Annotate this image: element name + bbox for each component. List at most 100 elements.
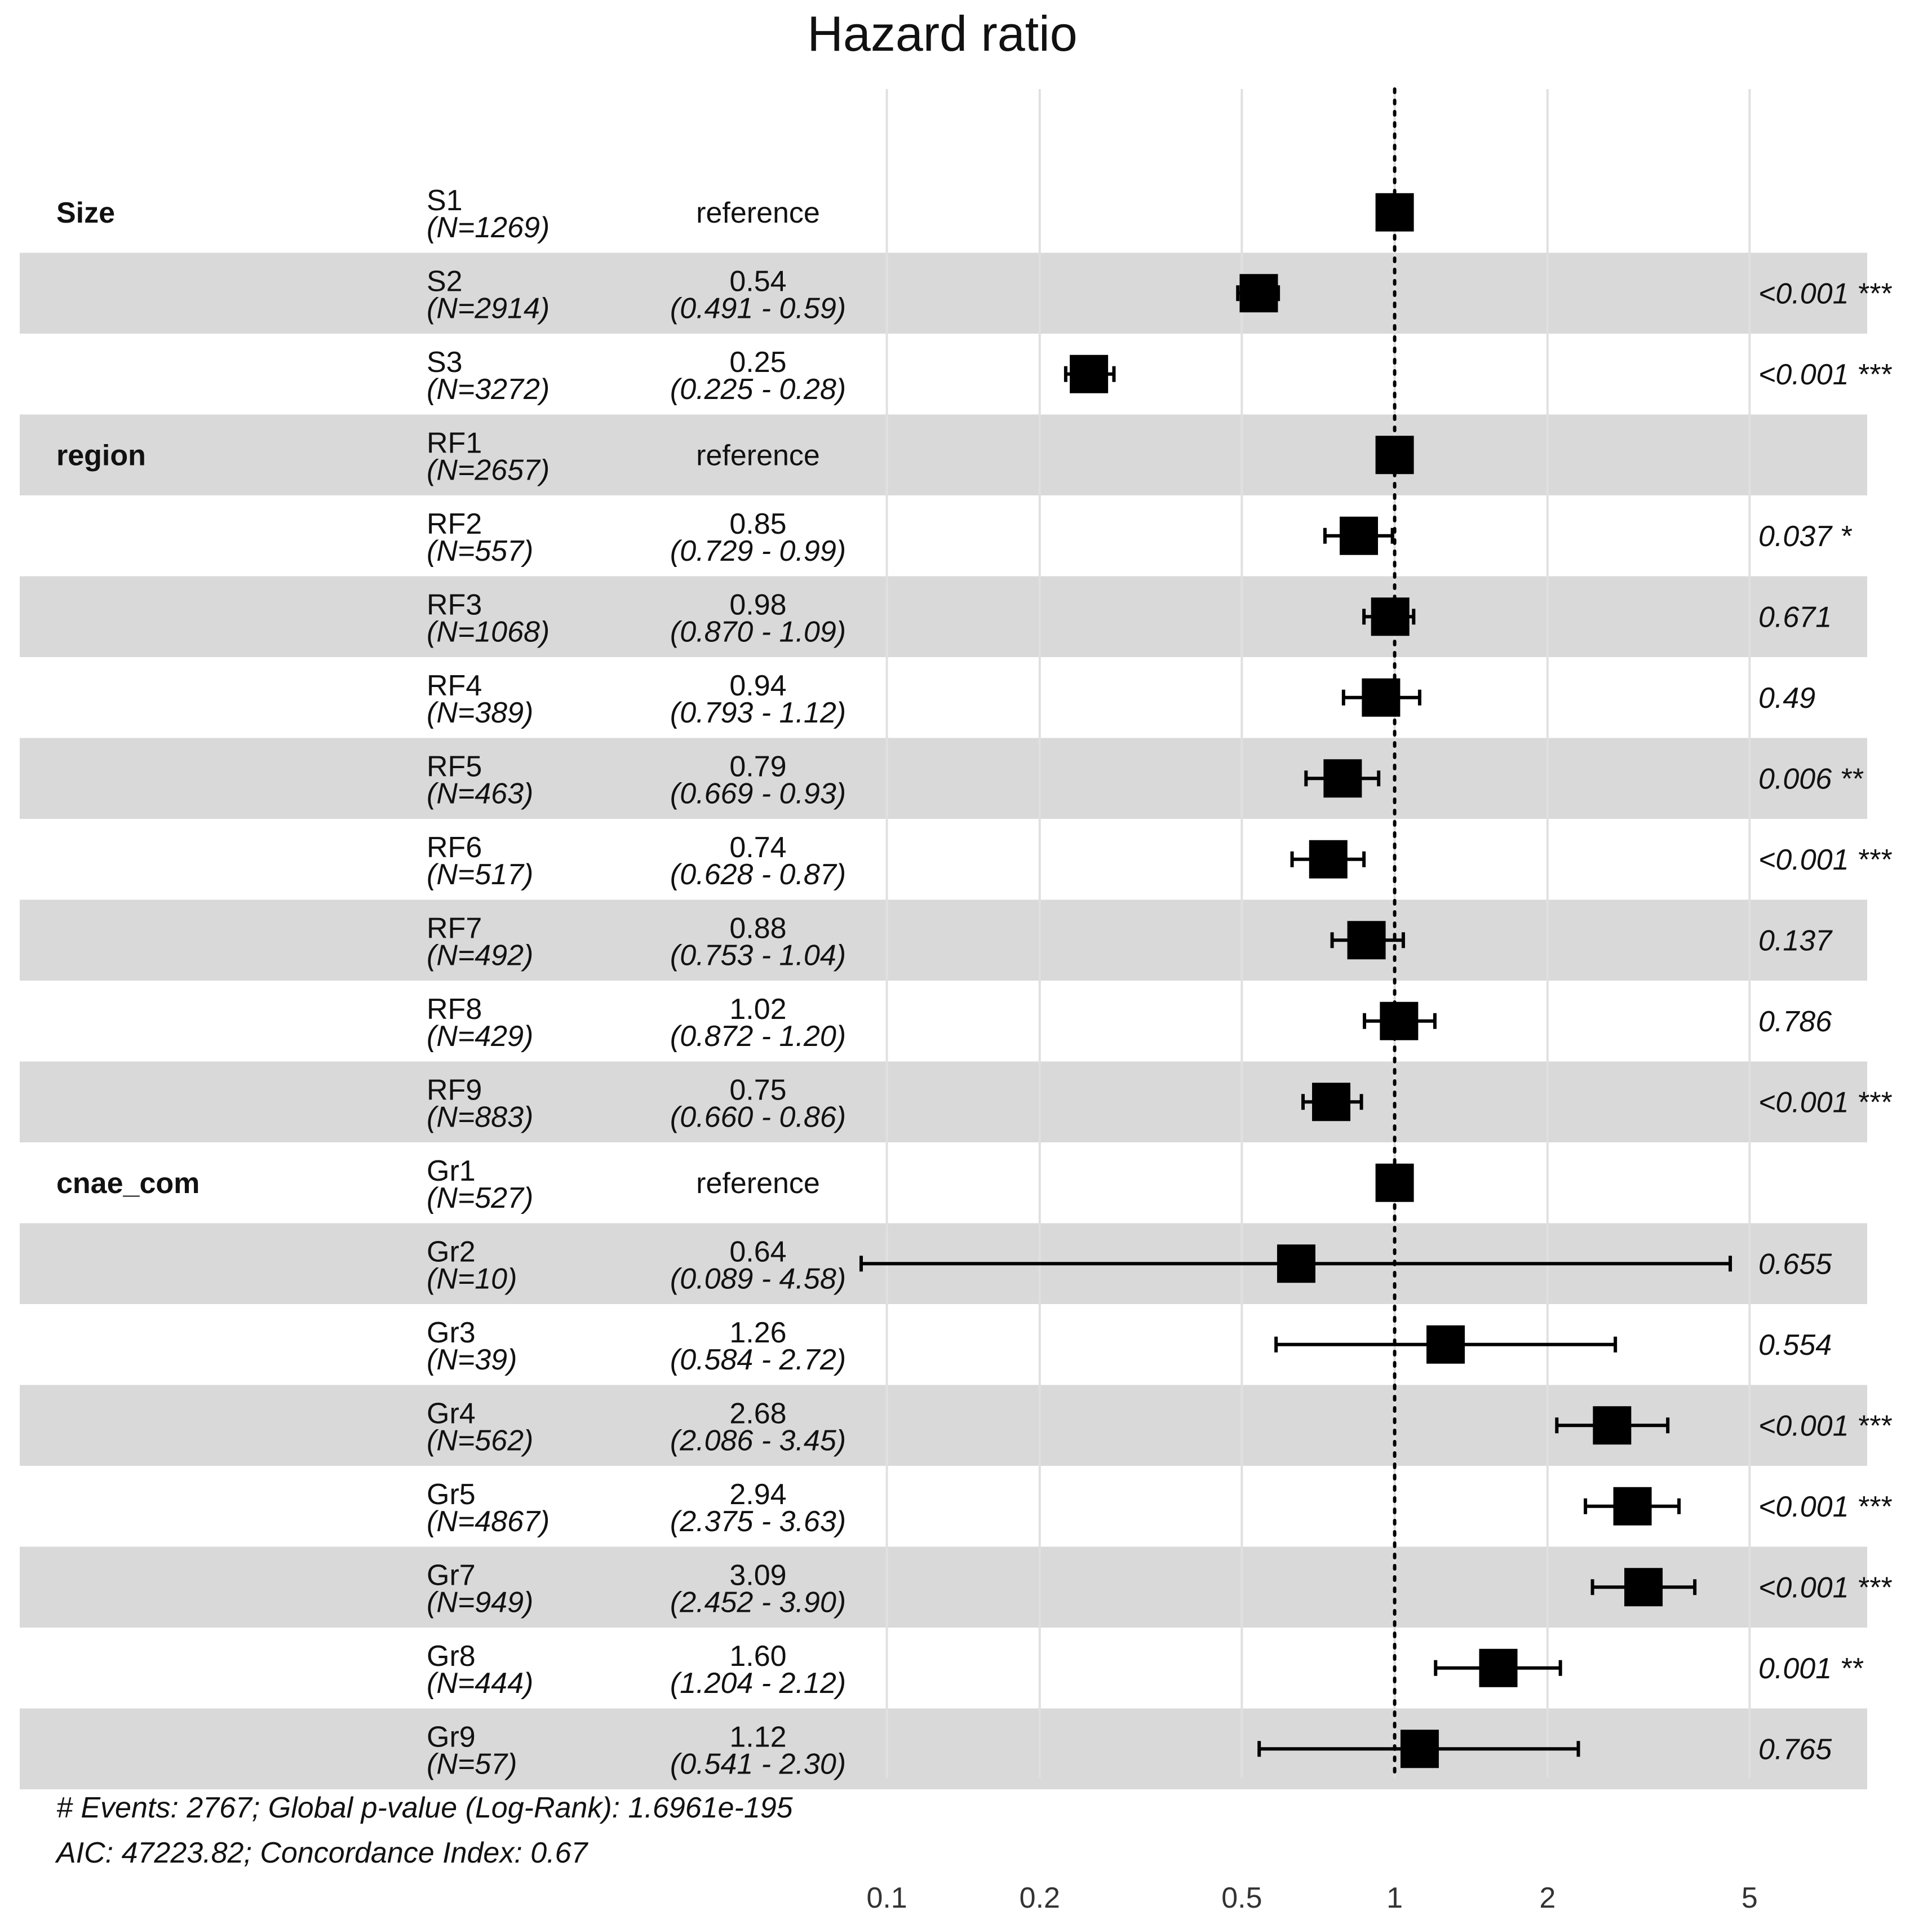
level-label: RF1 <box>427 427 482 459</box>
row-shade <box>20 1708 1867 1789</box>
hr-value: reference <box>696 197 820 229</box>
p-value: <0.001 *** <box>1758 1571 1892 1604</box>
n-label: (N=1269) <box>427 211 550 244</box>
row-shading-layer <box>20 252 1867 1789</box>
level-label: RF3 <box>427 588 482 621</box>
ci-value: (0.729 - 0.99) <box>670 535 846 568</box>
n-label: (N=463) <box>427 777 533 810</box>
x-tick-label: 0.5 <box>1221 1882 1262 1914</box>
n-label: (N=429) <box>427 1020 533 1053</box>
hr-point <box>1426 1325 1465 1364</box>
variable-label: cnae_com <box>56 1167 200 1200</box>
ci-value: (2.452 - 3.90) <box>670 1586 846 1619</box>
level-label: RF9 <box>427 1074 482 1106</box>
hr-value: 0.64 <box>729 1235 786 1268</box>
hr-value: 0.54 <box>729 265 786 298</box>
hr-point <box>1070 354 1109 393</box>
hr-value: 0.98 <box>729 588 786 621</box>
p-value: <0.001 *** <box>1758 277 1892 310</box>
hr-point <box>1277 1244 1315 1283</box>
level-label: RF6 <box>427 831 482 864</box>
n-label: (N=10) <box>427 1262 517 1295</box>
ci-value: (0.541 - 2.30) <box>670 1748 846 1780</box>
ci-value: (1.204 - 2.12) <box>670 1667 846 1700</box>
p-value: <0.001 *** <box>1758 844 1892 876</box>
footer-aic: AIC: 47223.82; Concordance Index: 0.67 <box>55 1837 589 1869</box>
n-label: (N=39) <box>427 1344 517 1376</box>
row-shade <box>20 576 1867 657</box>
hr-point <box>1479 1648 1518 1687</box>
x-tick-label: 2 <box>1539 1882 1556 1914</box>
ci-value: (0.089 - 4.58) <box>670 1262 846 1295</box>
hr-value: 1.60 <box>729 1640 786 1673</box>
hr-point <box>1347 921 1386 960</box>
variable-label: region <box>56 439 146 472</box>
p-value: 0.765 <box>1758 1733 1832 1766</box>
p-value: 0.006 ** <box>1758 762 1864 795</box>
hr-point <box>1380 1001 1419 1040</box>
n-label: (N=2914) <box>427 292 550 325</box>
hr-point <box>1340 516 1378 555</box>
hr-point <box>1323 759 1362 798</box>
level-label: Gr4 <box>427 1397 476 1430</box>
hr-point <box>1312 1083 1351 1121</box>
ci-value: (0.793 - 1.12) <box>670 697 846 729</box>
hr-point <box>1375 436 1414 475</box>
p-value: 0.655 <box>1758 1248 1832 1280</box>
ci-value: (0.628 - 0.87) <box>670 858 846 891</box>
level-label: Gr9 <box>427 1721 476 1753</box>
n-label: (N=949) <box>427 1586 533 1619</box>
n-label: (N=2657) <box>427 454 550 486</box>
level-label: Gr2 <box>427 1235 476 1268</box>
row-shade <box>20 899 1867 981</box>
x-tick-label: 0.2 <box>1020 1882 1060 1914</box>
level-label: Gr1 <box>427 1155 476 1187</box>
hr-value: 0.94 <box>729 670 786 702</box>
level-label: Gr3 <box>427 1316 476 1349</box>
ci-value: (0.669 - 0.93) <box>670 777 846 810</box>
hr-point <box>1375 193 1414 232</box>
p-value: <0.001 *** <box>1758 1491 1892 1523</box>
hr-value: 2.68 <box>729 1397 786 1430</box>
p-value: 0.671 <box>1758 601 1832 633</box>
level-label: RF4 <box>427 670 482 702</box>
level-label: Gr5 <box>427 1478 476 1511</box>
n-label: (N=517) <box>427 858 533 891</box>
ci-value: (0.584 - 2.72) <box>670 1344 846 1376</box>
row-shade <box>20 414 1867 495</box>
n-label: (N=527) <box>427 1182 533 1214</box>
ci-value: (0.660 - 0.86) <box>670 1101 846 1133</box>
hr-value: 1.26 <box>729 1316 786 1349</box>
hr-point <box>1309 840 1348 879</box>
row-labels-layer: Size S1(N=1269) reference S2(N=2914) 0.54 (0.… <box>56 184 1892 1781</box>
hr-point <box>1624 1568 1663 1607</box>
hr-value: 0.79 <box>729 750 786 783</box>
hr-value: 1.12 <box>729 1721 786 1753</box>
level-label: S1 <box>427 184 463 217</box>
hr-point <box>1613 1487 1652 1526</box>
level-label: S3 <box>427 346 463 379</box>
n-label: (N=4867) <box>427 1505 550 1538</box>
n-label: (N=562) <box>427 1424 533 1457</box>
p-value: <0.001 *** <box>1758 1086 1892 1119</box>
variable-label: Size <box>56 197 115 229</box>
hr-point <box>1371 597 1410 636</box>
hr-value: 0.85 <box>729 508 786 540</box>
n-label: (N=3272) <box>427 373 550 406</box>
footer-events: # Events: 2767; Global p-value (Log-Rank… <box>56 1792 794 1824</box>
level-label: S2 <box>427 265 463 298</box>
hr-value: reference <box>696 1167 820 1200</box>
hr-value: 0.75 <box>729 1074 786 1106</box>
hr-point <box>1593 1406 1632 1445</box>
row-shade <box>20 1061 1867 1142</box>
row-shade <box>20 738 1867 819</box>
n-label: (N=389) <box>427 697 533 729</box>
hr-point <box>1375 1163 1414 1202</box>
level-label: Gr7 <box>427 1559 476 1591</box>
x-axis-ticks: 0.1 0.2 0.5 1 2 5 <box>866 1882 1757 1914</box>
ci-value: (0.870 - 1.09) <box>670 615 846 648</box>
p-value: 0.786 <box>1758 1005 1832 1038</box>
p-value: 0.001 ** <box>1758 1652 1864 1685</box>
p-value: 0.554 <box>1758 1329 1832 1362</box>
